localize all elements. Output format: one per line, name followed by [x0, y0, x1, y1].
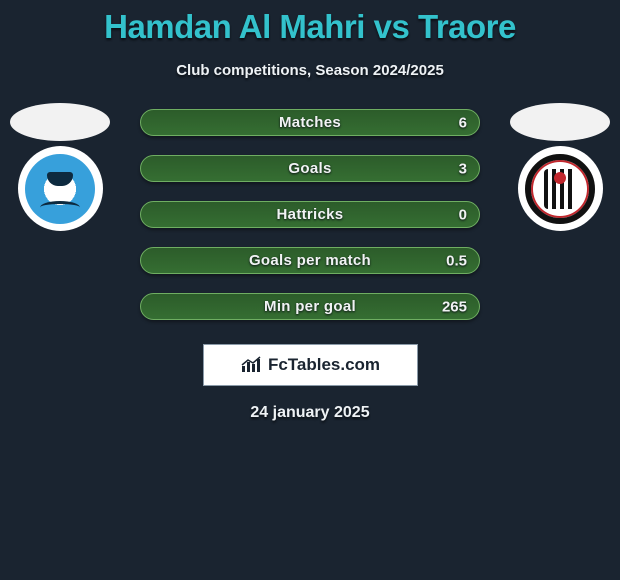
stat-label: Matches [279, 114, 341, 131]
stat-label: Min per goal [264, 298, 356, 315]
chart-icon [240, 356, 262, 374]
stat-value-right: 3 [459, 160, 467, 177]
stat-label: Goals per match [249, 252, 371, 269]
stat-row: Min per goal 265 [140, 293, 480, 320]
comparison-area: Matches 6 Goals 3 Hattricks 0 Goals per … [0, 109, 620, 422]
stat-label: Hattricks [277, 206, 344, 223]
stat-value-right: 265 [442, 298, 467, 315]
stat-row: Goals per match 0.5 [140, 247, 480, 274]
page-title: Hamdan Al Mahri vs Traore [0, 0, 620, 46]
club-badge-icon [525, 154, 595, 224]
player-right-club-badge [518, 146, 603, 231]
footer-date: 24 january 2025 [0, 404, 620, 422]
club-badge-icon [25, 154, 95, 224]
stat-row: Matches 6 [140, 109, 480, 136]
stat-label: Goals [288, 160, 331, 177]
player-right-headshot [510, 103, 610, 141]
stat-row: Goals 3 [140, 155, 480, 182]
stat-value-right: 0.5 [446, 252, 467, 269]
subtitle: Club competitions, Season 2024/2025 [0, 62, 620, 79]
stat-bars: Matches 6 Goals 3 Hattricks 0 Goals per … [140, 109, 480, 320]
player-left-headshot [10, 103, 110, 141]
brand-badge: FcTables.com [203, 344, 418, 386]
stat-value-right: 0 [459, 206, 467, 223]
player-right [500, 103, 620, 231]
player-left [0, 103, 120, 231]
stat-row: Hattricks 0 [140, 201, 480, 228]
stat-value-right: 6 [459, 114, 467, 131]
player-left-club-badge [18, 146, 103, 231]
brand-text: FcTables.com [268, 355, 380, 375]
